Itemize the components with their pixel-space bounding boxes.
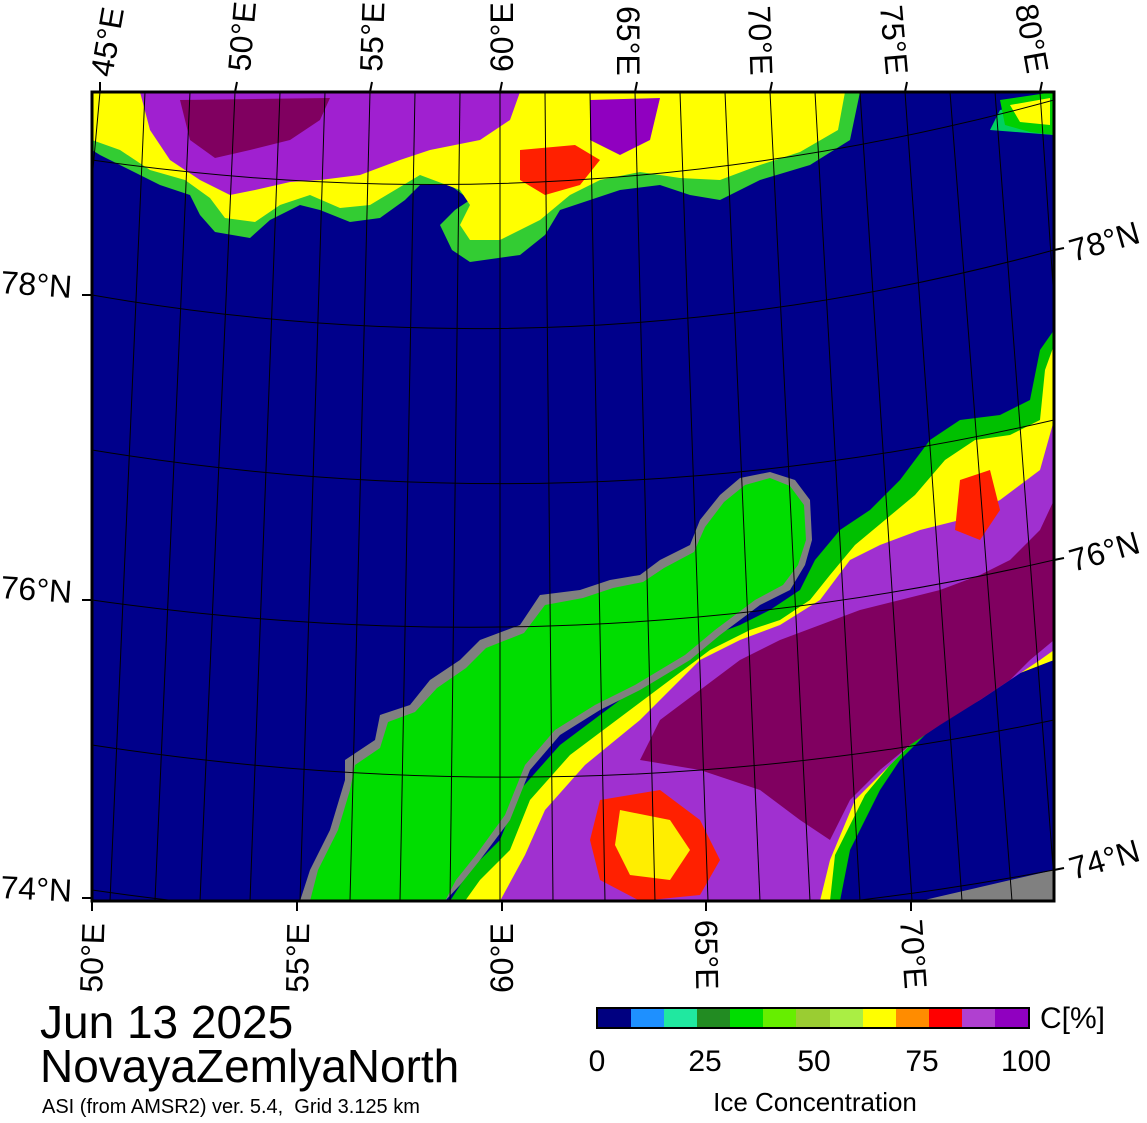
colorbar-segment (961, 1009, 995, 1027)
top-lon-label: 55°E (353, 1, 391, 72)
colorbar-segment (664, 1009, 698, 1027)
top-lon-label: 60°E (484, 2, 520, 72)
colorbar-segment (895, 1009, 929, 1027)
kara-ice-red-east (955, 470, 1000, 540)
colorbar-segment (763, 1009, 797, 1027)
colorbar-tick: 25 (688, 1045, 722, 1078)
colorbar-segment (994, 1009, 1029, 1027)
colorbar-segment (796, 1009, 830, 1027)
top-lon-label: 45°E (83, 4, 131, 79)
source-info: ASI (from AMSR2) ver. 5.4, Grid 3.125 km (42, 1096, 420, 1118)
colorbar-segment (730, 1009, 764, 1027)
bottom-lon-label: 70°E (893, 918, 934, 990)
colorbar-segment (697, 1009, 731, 1027)
graticule (92, 92, 1054, 901)
bottom-longitude-labels: 50°E 55°E 60°E 65°E 70°E (73, 918, 934, 993)
colorbar-unit: C[%] (1040, 1002, 1106, 1035)
novaya-zemlya (300, 472, 812, 901)
right-lat-label: 78°N (1065, 214, 1144, 268)
left-lat-label: 74°N (0, 869, 73, 909)
colorbar-segment (598, 1009, 632, 1027)
top-lon-label: 80°E (1008, 1, 1056, 76)
right-latitude-labels: 78°N 76°N 74°N (1065, 214, 1144, 886)
northern-ice-field (92, 92, 1054, 262)
north-ice-purple-2 (590, 98, 660, 155)
map-frame (90, 90, 1056, 903)
map-area (92, 92, 1054, 901)
colorbar-segment (928, 1009, 962, 1027)
mainland-coast (920, 870, 1054, 901)
left-lat-label: 78°N (0, 264, 73, 305)
top-lon-label: 75°E (873, 3, 915, 76)
colorbar-tick: 100 (1000, 1045, 1052, 1078)
top-lon-label: 70°E (741, 5, 779, 76)
top-longitude-labels: 45°E 50°E 55°E 60°E 65°E 70°E 75°E 80°E (83, 0, 1055, 79)
bottom-lon-label: 60°E (484, 923, 520, 993)
region-name: NovayaZemlyaNorth (40, 1040, 460, 1092)
map-date: Jun 13 2025 (40, 996, 294, 1048)
colorbar (596, 1007, 1030, 1029)
colorbar-title: Ice Concentration (713, 1087, 917, 1117)
left-lat-label: 76°N (0, 569, 73, 610)
colorbar-segment (862, 1009, 896, 1027)
top-lon-label: 65°E (610, 6, 646, 76)
kara-ice-yellow-south (615, 810, 690, 880)
bottom-lon-label: 50°E (73, 922, 111, 993)
right-lat-label: 76°N (1065, 524, 1144, 578)
colorbar-tick: 75 (905, 1045, 939, 1078)
colorbar-tick: 50 (797, 1045, 831, 1078)
island-land (310, 478, 806, 901)
colorbar-segment (631, 1009, 665, 1027)
bottom-lon-label: 55°E (279, 923, 316, 993)
left-latitude-labels: 78°N 76°N 74°N (0, 264, 73, 909)
north-ice-dark (180, 98, 330, 158)
colorbar-tick: 0 (588, 1045, 606, 1078)
north-ice-red-patch (520, 145, 600, 195)
bottom-lon-label: 65°E (688, 919, 725, 989)
right-lat-label: 74°N (1065, 832, 1144, 886)
frame-ticks (82, 81, 1065, 911)
top-lon-label: 50°E (221, 0, 263, 73)
colorbar-segment (829, 1009, 863, 1027)
northeast-ice-yellow (1010, 98, 1050, 125)
